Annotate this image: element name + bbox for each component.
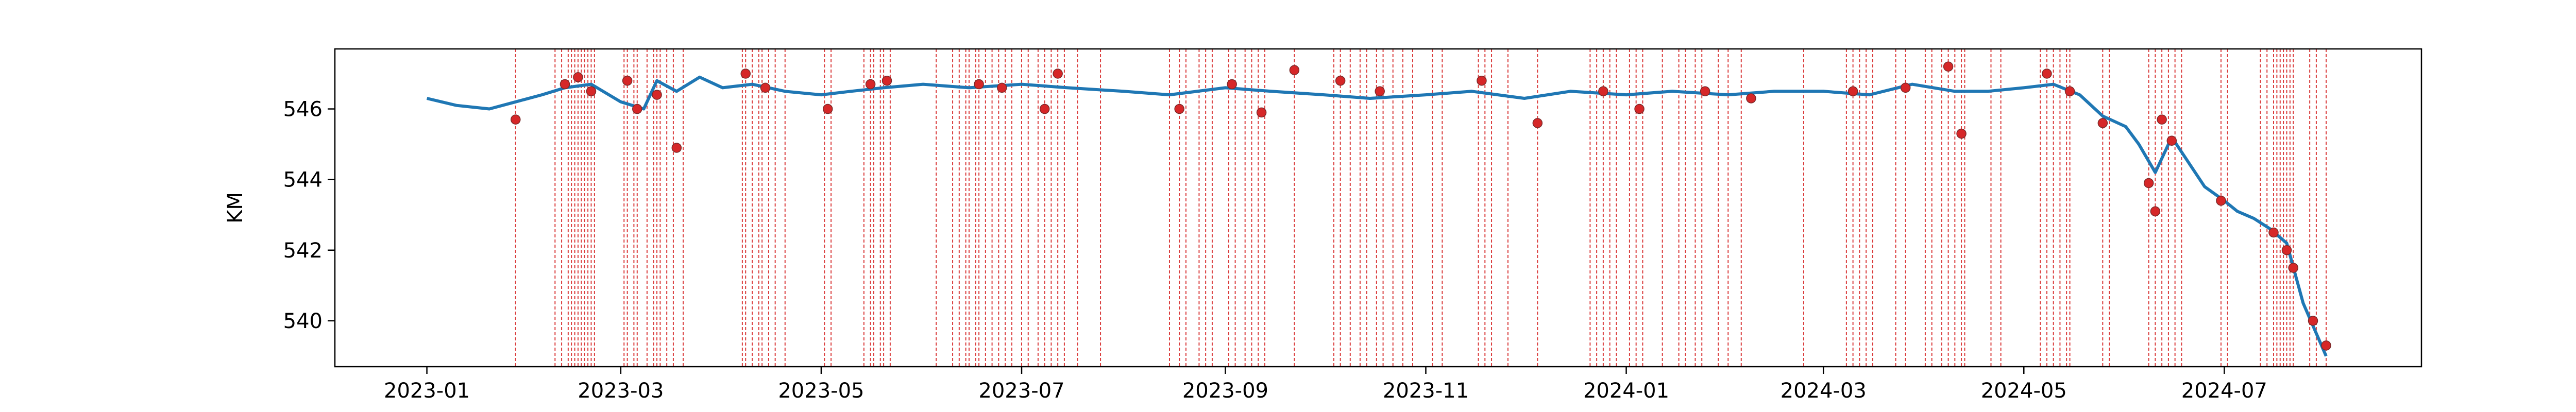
- event-lines-layer: [515, 49, 2327, 367]
- data-marker: [2097, 118, 2108, 128]
- data-marker: [2150, 206, 2161, 217]
- data-marker: [1848, 86, 1858, 97]
- y-tick-label: 546: [283, 98, 323, 122]
- series-line: [426, 75, 2328, 357]
- y-axis-label: KM: [224, 192, 247, 224]
- markers-layer: [511, 61, 2331, 351]
- data-marker: [2268, 227, 2279, 238]
- data-marker: [996, 82, 1007, 93]
- data-marker: [1039, 104, 1050, 114]
- plot-frame: [334, 48, 2422, 368]
- data-marker: [652, 90, 662, 100]
- data-marker: [2042, 68, 2052, 79]
- x-tick-label: 2023-01: [384, 379, 470, 403]
- data-marker: [882, 75, 892, 86]
- x-tick-label: 2023-07: [978, 379, 1064, 403]
- data-marker: [1477, 75, 1487, 86]
- data-marker: [1053, 68, 1063, 79]
- data-marker: [1746, 93, 1756, 104]
- data-marker: [671, 143, 682, 153]
- data-marker: [865, 79, 876, 90]
- data-marker: [1227, 79, 1237, 90]
- x-tick-label: 2023-09: [1182, 379, 1268, 403]
- data-marker: [760, 82, 771, 93]
- data-marker: [622, 75, 633, 86]
- data-marker: [586, 86, 597, 97]
- x-tick-label: 2023-03: [578, 379, 664, 403]
- data-marker: [1956, 128, 1967, 139]
- data-marker: [2143, 178, 2154, 188]
- data-marker: [1532, 118, 1543, 128]
- y-tick-label: 544: [283, 168, 323, 192]
- data-marker: [632, 104, 642, 114]
- y-tick-label: 540: [283, 310, 323, 333]
- data-marker: [1289, 65, 1300, 75]
- data-marker: [1598, 86, 1608, 97]
- data-marker: [1335, 75, 1346, 86]
- data-marker: [2166, 135, 2177, 146]
- data-marker: [1256, 107, 1267, 118]
- data-marker: [740, 68, 751, 79]
- data-marker: [1375, 86, 1385, 97]
- line-layer: [426, 75, 2328, 357]
- data-marker: [822, 104, 833, 114]
- x-axis: 2023-01 2023-03 2023-05 2023-07 2023-09 2023-…: [384, 367, 2267, 403]
- data-marker: [511, 114, 521, 125]
- y-axis: 540 542 544 546: [283, 98, 335, 333]
- data-marker: [2064, 86, 2075, 97]
- data-marker: [974, 79, 984, 90]
- x-tick-label: 2024-03: [1781, 379, 1867, 403]
- data-marker: [1900, 82, 1911, 93]
- data-marker: [2308, 316, 2318, 326]
- data-marker: [573, 72, 583, 82]
- x-tick-label: 2024-01: [1583, 379, 1669, 403]
- x-tick-label: 2024-05: [1981, 379, 2067, 403]
- data-marker: [1634, 104, 1645, 114]
- data-marker: [1700, 86, 1710, 97]
- data-marker: [560, 79, 570, 90]
- data-marker: [2281, 245, 2292, 255]
- x-tick-label: 2024-07: [2181, 379, 2267, 403]
- data-marker: [2157, 114, 2167, 125]
- data-marker: [2288, 263, 2299, 273]
- y-tick-label: 542: [283, 239, 323, 263]
- data-marker: [1174, 104, 1184, 114]
- x-tick-label: 2023-11: [1383, 379, 1469, 403]
- x-tick-label: 2023-05: [778, 379, 864, 403]
- data-marker: [2216, 196, 2226, 206]
- data-marker: [2321, 340, 2331, 351]
- data-marker: [1943, 61, 1954, 72]
